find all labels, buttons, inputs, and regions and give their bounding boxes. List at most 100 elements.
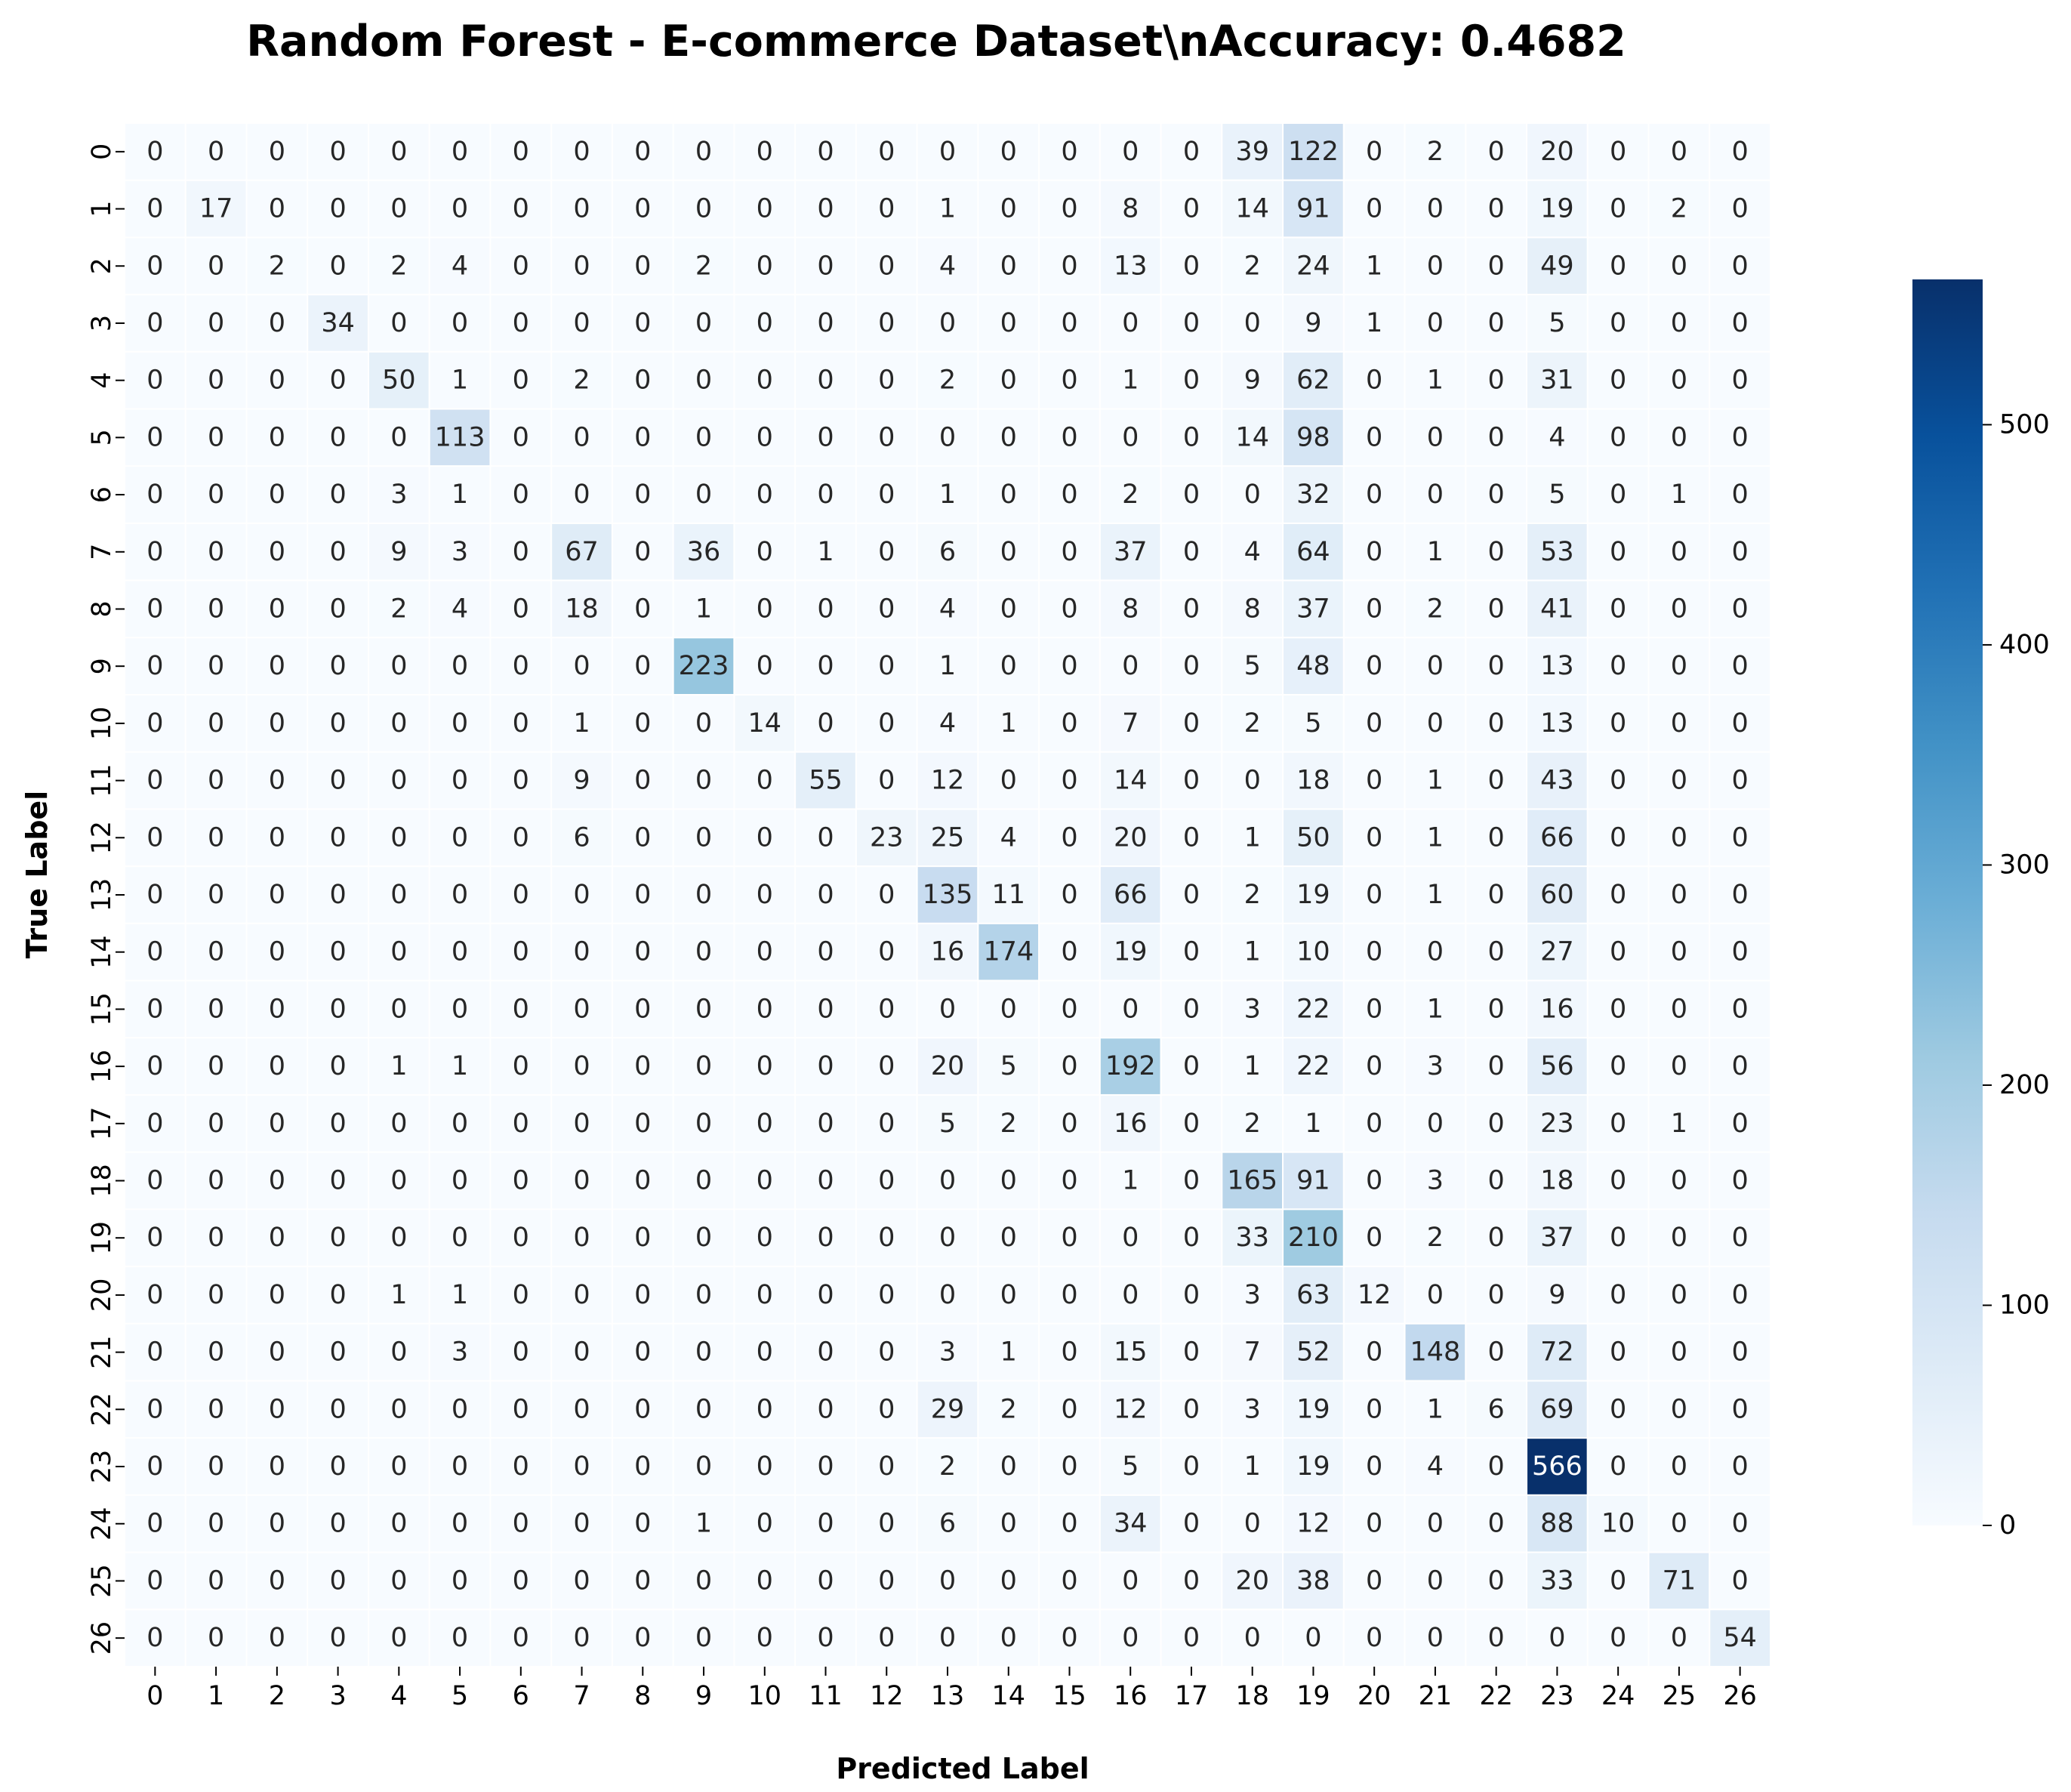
cell-value-label: 31 (1540, 365, 1574, 396)
cell-value-label: 0 (390, 194, 407, 224)
heatmap-cell (1038, 408, 1101, 467)
y-tick-label: 18 (87, 1164, 117, 1198)
cell-value-label: 0 (1427, 1565, 1444, 1596)
heatmap-cell (1465, 1266, 1528, 1325)
heatmap-cell (672, 579, 735, 639)
heatmap-cell (1586, 1608, 1650, 1668)
heatmap-cell (977, 808, 1040, 868)
cell-value-label: 1 (1427, 766, 1444, 796)
heatmap-cell (245, 350, 309, 410)
cell-value-label: 0 (146, 1051, 163, 1081)
cell-value-label: 2 (573, 365, 590, 396)
cell-value-label: 1 (1671, 1109, 1687, 1139)
cell-value-label: 0 (817, 1109, 834, 1139)
cell-value-label: 2 (939, 1451, 956, 1482)
heatmap-cell (1342, 465, 1406, 524)
cell-value-label: 0 (390, 880, 407, 910)
cell-value-label: 0 (1061, 1109, 1077, 1139)
heatmap-cell (367, 808, 430, 868)
heatmap-cell (1709, 1151, 1772, 1211)
cell-value-label: 10 (1601, 1509, 1635, 1539)
cell-value-label: 0 (390, 137, 407, 167)
cell-value-label: 0 (146, 194, 163, 224)
cell-value-label: 0 (1183, 1280, 1200, 1310)
heatmap-cell (1221, 236, 1284, 296)
cell-value-label: 0 (1061, 308, 1077, 338)
heatmap-cell (428, 522, 492, 581)
heatmap-cell (367, 979, 430, 1039)
cell-value-label: 0 (1488, 766, 1505, 796)
cell-value-label: 0 (1610, 1166, 1626, 1196)
cell-value-label: 0 (269, 1565, 285, 1596)
heatmap-cell (1465, 1093, 1528, 1153)
heatmap-cell (367, 694, 430, 753)
cell-value-label: 0 (634, 594, 651, 624)
heatmap-cell (1160, 1322, 1223, 1382)
cell-value-label: 19 (1296, 880, 1330, 910)
x-tick-label: 9 (695, 1681, 712, 1711)
cell-value-label: 0 (1000, 194, 1017, 224)
heatmap-cell (855, 122, 918, 181)
cell-value-label: 34 (321, 308, 355, 338)
heatmap-cell (611, 979, 674, 1039)
heatmap-cell (1526, 465, 1589, 524)
cell-value-label: 0 (513, 1223, 529, 1253)
cell-value-label: 1 (695, 594, 712, 624)
x-tick-label: 16 (1114, 1681, 1148, 1711)
cell-value-label: 0 (208, 422, 224, 452)
heatmap-cell (1160, 694, 1223, 753)
heatmap-cell (733, 1037, 797, 1096)
heatmap-cell (489, 1322, 553, 1382)
cell-value-label: 52 (1296, 1337, 1330, 1368)
cell-value-label: 0 (329, 1451, 346, 1482)
cell-value-label: 0 (757, 651, 773, 681)
heatmap-cell (307, 294, 369, 353)
heatmap-cell (428, 865, 492, 924)
cell-value-label: 0 (939, 1223, 956, 1253)
cell-value-label: 1 (939, 651, 956, 681)
heatmap-cell (977, 1037, 1040, 1096)
heatmap-cell (1099, 1494, 1162, 1553)
cell-value-label: 223 (679, 651, 729, 681)
heatmap-cell (733, 294, 797, 353)
heatmap-cell (794, 1551, 857, 1611)
heatmap-cell (550, 1322, 613, 1382)
cell-value-label: 4 (939, 594, 956, 624)
heatmap-cell (124, 637, 186, 696)
cell-value-label: 0 (390, 308, 407, 338)
cell-value-label: 0 (390, 1109, 407, 1139)
heatmap-cell (184, 1437, 248, 1496)
heatmap-cell (184, 579, 248, 639)
cell-value-label: 0 (1731, 422, 1748, 452)
heatmap-cell (1526, 408, 1589, 467)
cell-value-label: 0 (269, 1337, 285, 1368)
y-tick-label: 24 (87, 1507, 117, 1541)
cell-value-label: 0 (513, 708, 529, 739)
cell-value-label: 0 (1610, 1623, 1626, 1653)
heatmap-cell (307, 579, 369, 639)
cell-value-label: 0 (878, 480, 895, 510)
heatmap-cell (1709, 1608, 1772, 1668)
heatmap-cell (1099, 465, 1162, 524)
cell-value-label: 0 (634, 422, 651, 452)
heatmap-cell (367, 350, 430, 410)
cell-value-label: 36 (687, 537, 721, 567)
cell-value-label: 12 (1358, 1280, 1391, 1310)
heatmap-cell (489, 1380, 553, 1439)
heatmap-cell (184, 694, 248, 753)
cell-value-label: 0 (146, 1623, 163, 1653)
cell-value-label: 3 (1244, 1394, 1261, 1424)
heatmap-cell (367, 579, 430, 639)
cell-value-label: 0 (513, 1623, 529, 1653)
cell-value-label: 0 (146, 1509, 163, 1539)
cell-value-label: 0 (573, 308, 590, 338)
heatmap-cell (916, 408, 979, 467)
heatmap-cell (1526, 1551, 1589, 1611)
cell-value-label: 0 (1122, 1223, 1139, 1253)
cell-value-label: 25 (931, 822, 965, 853)
heatmap-cell (550, 408, 613, 467)
y-tick-label: 21 (87, 1335, 117, 1369)
cell-value-label: 0 (1122, 994, 1139, 1024)
heatmap-cell (550, 922, 613, 982)
cell-value-label: 0 (1366, 651, 1382, 681)
